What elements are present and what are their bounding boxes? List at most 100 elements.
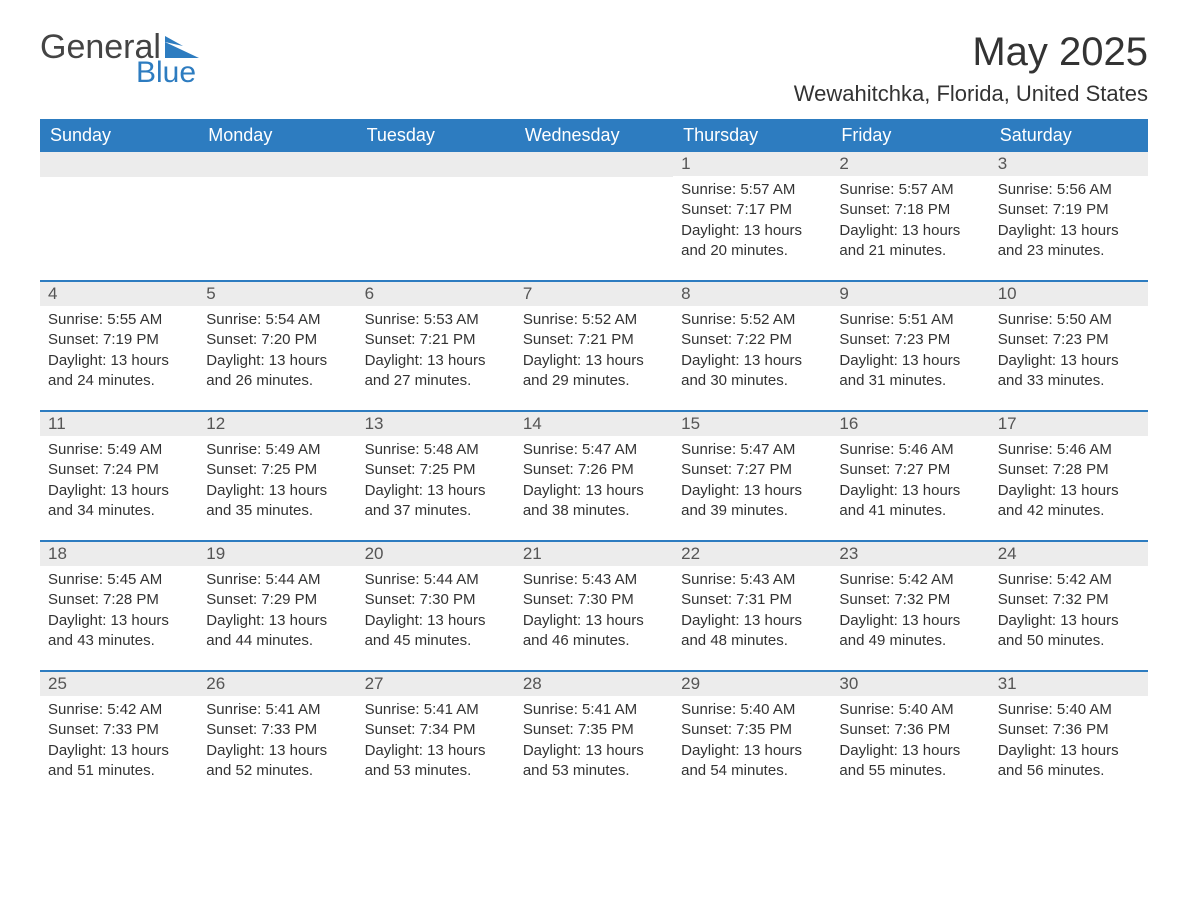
day-body: Sunrise: 5:51 AMSunset: 7:23 PMDaylight:… (831, 306, 989, 399)
day-body: Sunrise: 5:49 AMSunset: 7:24 PMDaylight:… (40, 436, 198, 529)
day-cell: 25Sunrise: 5:42 AMSunset: 7:33 PMDayligh… (40, 672, 198, 800)
sunset-line: Sunset: 7:21 PM (365, 330, 507, 350)
sunset-line: Sunset: 7:17 PM (681, 200, 823, 220)
day-number: 31 (990, 672, 1148, 696)
day-number: 7 (515, 282, 673, 306)
day-body: Sunrise: 5:42 AMSunset: 7:33 PMDaylight:… (40, 696, 198, 789)
week-row: 25Sunrise: 5:42 AMSunset: 7:33 PMDayligh… (40, 670, 1148, 800)
day-body: Sunrise: 5:52 AMSunset: 7:21 PMDaylight:… (515, 306, 673, 399)
header: General Blue May 2025 Wewahitchka, Flori… (40, 30, 1148, 107)
sunset-line: Sunset: 7:25 PM (206, 460, 348, 480)
sunset-line: Sunset: 7:33 PM (48, 720, 190, 740)
daylight-line: Daylight: 13 hours and 26 minutes. (206, 351, 348, 392)
day-cell: 20Sunrise: 5:44 AMSunset: 7:30 PMDayligh… (357, 542, 515, 670)
daylight-line: Daylight: 13 hours and 37 minutes. (365, 481, 507, 522)
dow-cell: Sunday (40, 119, 198, 152)
day-cell (40, 152, 198, 280)
dow-cell: Thursday (673, 119, 831, 152)
daylight-line: Daylight: 13 hours and 51 minutes. (48, 741, 190, 782)
day-number: 12 (198, 412, 356, 436)
sunset-line: Sunset: 7:26 PM (523, 460, 665, 480)
sunrise-line: Sunrise: 5:42 AM (998, 570, 1140, 590)
day-body: Sunrise: 5:46 AMSunset: 7:27 PMDaylight:… (831, 436, 989, 529)
day-body: Sunrise: 5:50 AMSunset: 7:23 PMDaylight:… (990, 306, 1148, 399)
day-cell: 17Sunrise: 5:46 AMSunset: 7:28 PMDayligh… (990, 412, 1148, 540)
daylight-line: Daylight: 13 hours and 31 minutes. (839, 351, 981, 392)
daylight-line: Daylight: 13 hours and 39 minutes. (681, 481, 823, 522)
day-cell: 22Sunrise: 5:43 AMSunset: 7:31 PMDayligh… (673, 542, 831, 670)
day-body: Sunrise: 5:47 AMSunset: 7:26 PMDaylight:… (515, 436, 673, 529)
day-cell: 6Sunrise: 5:53 AMSunset: 7:21 PMDaylight… (357, 282, 515, 410)
day-cell: 31 Sunrise: 5:40 AMSunset: 7:36 PMDayligh… (990, 672, 1148, 800)
daylight-line: Daylight: 13 hours and 56 minutes. (998, 741, 1140, 782)
day-number: 15 (673, 412, 831, 436)
day-cell: 4Sunrise: 5:55 AMSunset: 7:19 PMDaylight… (40, 282, 198, 410)
daylight-line: Daylight: 13 hours and 44 minutes. (206, 611, 348, 652)
sunrise-line: Sunrise: 5:50 AM (998, 310, 1140, 330)
day-cell (515, 152, 673, 280)
sunrise-line: Sunrise: 5:40 AM (681, 700, 823, 720)
daylight-line: Daylight: 13 hours and 34 minutes. (48, 481, 190, 522)
day-number: 18 (40, 542, 198, 566)
sunset-line: Sunset: 7:33 PM (206, 720, 348, 740)
day-number: 10 (990, 282, 1148, 306)
day-number: 4 (40, 282, 198, 306)
day-number: 5 (198, 282, 356, 306)
day-cell: 28Sunrise: 5:41 AMSunset: 7:35 PMDayligh… (515, 672, 673, 800)
daylight-line: Daylight: 13 hours and 20 minutes. (681, 221, 823, 262)
sunrise-line: Sunrise: 5:42 AM (48, 700, 190, 720)
day-body: Sunrise: 5:41 AMSunset: 7:35 PMDaylight:… (515, 696, 673, 789)
sunset-line: Sunset: 7:18 PM (839, 200, 981, 220)
day-number: 26 (198, 672, 356, 696)
day-body: Sunrise: 5:49 AMSunset: 7:25 PMDaylight:… (198, 436, 356, 529)
calendar: SundayMondayTuesdayWednesdayThursdayFrid… (40, 119, 1148, 800)
sunrise-line: Sunrise: 5:41 AM (365, 700, 507, 720)
day-body: Sunrise: 5:44 AMSunset: 7:30 PMDaylight:… (357, 566, 515, 659)
sunset-line: Sunset: 7:31 PM (681, 590, 823, 610)
day-cell: 13Sunrise: 5:48 AMSunset: 7:25 PMDayligh… (357, 412, 515, 540)
day-body: Sunrise: 5:57 AMSunset: 7:18 PMDaylight:… (831, 176, 989, 269)
day-cell: 30Sunrise: 5:40 AMSunset: 7:36 PMDayligh… (831, 672, 989, 800)
daylight-line: Daylight: 13 hours and 55 minutes. (839, 741, 981, 782)
day-body: Sunrise: 5:42 AMSunset: 7:32 PMDaylight:… (990, 566, 1148, 659)
dow-cell: Wednesday (515, 119, 673, 152)
sunset-line: Sunset: 7:30 PM (365, 590, 507, 610)
sunset-line: Sunset: 7:27 PM (681, 460, 823, 480)
day-cell: 24Sunrise: 5:42 AMSunset: 7:32 PMDayligh… (990, 542, 1148, 670)
week-row: 1 Sunrise: 5:57 AM Sunset: 7:17 PMDaylight… (40, 152, 1148, 280)
sunrise-line: Sunrise: 5:43 AM (523, 570, 665, 590)
day-body: Sunrise: 5:56 AMSunset: 7:19 PMDaylight:… (990, 176, 1148, 269)
day-body: Sunrise: 5:46 AMSunset: 7:28 PMDaylight:… (990, 436, 1148, 529)
day-number: 1 (673, 152, 831, 176)
empty-day (198, 152, 356, 177)
sunset-line: Sunset: 7:20 PM (206, 330, 348, 350)
flag-icon (165, 36, 199, 58)
sunset-line: Sunset: 7:32 PM (839, 590, 981, 610)
day-body: Sunrise: 5:45 AMSunset: 7:28 PMDaylight:… (40, 566, 198, 659)
day-number: 16 (831, 412, 989, 436)
sunrise-line: Sunrise: 5:43 AM (681, 570, 823, 590)
day-cell: 21Sunrise: 5:43 AMSunset: 7:30 PMDayligh… (515, 542, 673, 670)
sunrise-line: Sunrise: 5:57 AM (839, 180, 981, 200)
daylight-line: Daylight: 13 hours and 42 minutes. (998, 481, 1140, 522)
week-row: 18Sunrise: 5:45 AMSunset: 7:28 PMDayligh… (40, 540, 1148, 670)
day-cell: 23Sunrise: 5:42 AMSunset: 7:32 PMDayligh… (831, 542, 989, 670)
daylight-line: Daylight: 13 hours and 49 minutes. (839, 611, 981, 652)
day-number: 17 (990, 412, 1148, 436)
day-cell: 18Sunrise: 5:45 AMSunset: 7:28 PMDayligh… (40, 542, 198, 670)
sunrise-line: Sunrise: 5:52 AM (523, 310, 665, 330)
day-cell: 19Sunrise: 5:44 AMSunset: 7:29 PMDayligh… (198, 542, 356, 670)
sunrise-line: Sunrise: 5:41 AM (206, 700, 348, 720)
sunset-line: Sunset: 7:36 PM (998, 720, 1140, 740)
day-body: Sunrise: 5:41 AMSunset: 7:34 PMDaylight:… (357, 696, 515, 789)
daylight-line: Daylight: 13 hours and 46 minutes. (523, 611, 665, 652)
sunset-line: Sunset: 7:35 PM (681, 720, 823, 740)
day-body: Sunrise: 5:47 AMSunset: 7:27 PMDaylight:… (673, 436, 831, 529)
sunrise-line: Sunrise: 5:40 AM (998, 700, 1140, 720)
day-number: 2 (831, 152, 989, 176)
daylight-line: Daylight: 13 hours and 43 minutes. (48, 611, 190, 652)
day-cell: 5Sunrise: 5:54 AMSunset: 7:20 PMDaylight… (198, 282, 356, 410)
day-body: Sunrise: 5:48 AMSunset: 7:25 PMDaylight:… (357, 436, 515, 529)
day-cell: 2Sunrise: 5:57 AMSunset: 7:18 PMDaylight… (831, 152, 989, 280)
day-cell: 11Sunrise: 5:49 AMSunset: 7:24 PMDayligh… (40, 412, 198, 540)
